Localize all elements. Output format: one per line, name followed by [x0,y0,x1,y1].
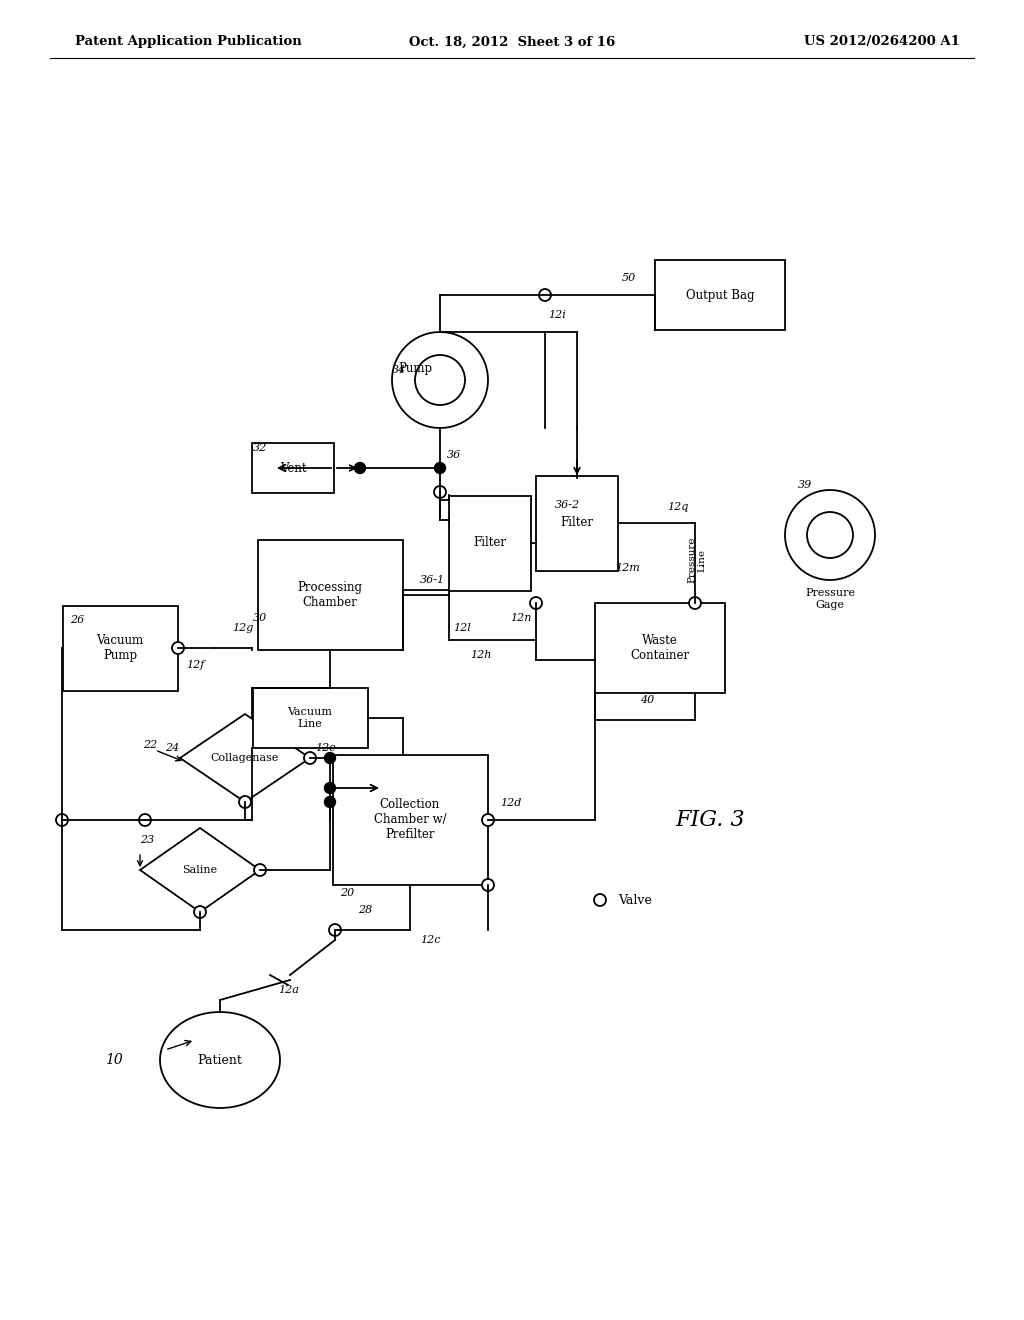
Text: Pressure
Gage: Pressure Gage [805,587,855,610]
Text: 22: 22 [143,741,158,750]
Text: 12q: 12q [667,502,688,512]
Text: 30: 30 [253,612,267,623]
Bar [253,688,368,748]
Text: 32: 32 [253,444,267,453]
Bar [333,755,487,884]
Text: 20: 20 [340,888,354,898]
Polygon shape [140,828,260,912]
Ellipse shape [160,1012,280,1107]
Text: Vent: Vent [280,462,306,474]
Circle shape [139,814,151,826]
Text: FIG. 3: FIG. 3 [675,809,744,832]
Text: Collection
Chamber w/
Prefilter: Collection Chamber w/ Prefilter [374,799,446,842]
Text: Saline: Saline [182,865,217,875]
Bar [449,495,531,590]
Text: Pump: Pump [398,362,432,375]
Bar [536,475,618,570]
Circle shape [325,783,336,793]
Text: 39: 39 [798,480,812,490]
Circle shape [239,796,251,808]
Text: 12i: 12i [548,310,565,319]
Text: 28: 28 [358,906,373,915]
Text: Filter: Filter [473,536,507,549]
Circle shape [56,814,68,826]
Circle shape [594,894,606,906]
Text: 12c: 12c [420,935,440,945]
Circle shape [354,462,366,474]
Text: 12e: 12e [315,743,336,752]
Circle shape [325,796,336,808]
Text: Vacuum
Pump: Vacuum Pump [96,634,143,663]
Text: 12f: 12f [186,660,205,671]
Text: US 2012/0264200 A1: US 2012/0264200 A1 [804,36,961,49]
Circle shape [482,879,494,891]
Text: Patent Application Publication: Patent Application Publication [75,36,302,49]
Circle shape [539,289,551,301]
Text: Patient: Patient [198,1053,243,1067]
Text: 12h: 12h [470,649,492,660]
Circle shape [482,814,494,826]
Circle shape [194,906,206,917]
Circle shape [434,462,445,474]
Circle shape [392,333,488,428]
Text: 23: 23 [140,836,155,845]
Text: 36-2: 36-2 [555,500,581,510]
Bar [257,540,402,649]
Text: 36: 36 [447,450,461,459]
Bar [252,444,334,492]
Text: 34: 34 [392,366,407,375]
Circle shape [689,597,701,609]
Bar [655,260,785,330]
Text: Vacuum
Line: Vacuum Line [288,708,333,729]
Text: 50: 50 [622,273,636,282]
Polygon shape [180,714,310,803]
Text: 24: 24 [165,743,179,752]
Text: 12m: 12m [615,564,640,573]
Text: Pressure
Line: Pressure Line [687,537,707,583]
Circle shape [807,512,853,558]
Circle shape [329,924,341,936]
Bar [595,603,725,693]
Circle shape [415,355,465,405]
Text: Filter: Filter [560,516,594,529]
Text: 40: 40 [640,696,654,705]
Circle shape [434,486,446,498]
Text: 12g: 12g [232,623,253,634]
Text: 26: 26 [70,615,84,624]
Text: 36-1: 36-1 [420,576,445,585]
Text: 12l: 12l [453,623,471,634]
Text: Output Bag: Output Bag [686,289,755,301]
Text: Waste
Container: Waste Container [631,634,689,663]
Text: 12n: 12n [510,612,531,623]
Circle shape [530,597,542,609]
Text: 12a: 12a [278,985,299,995]
Circle shape [172,642,184,653]
Bar [62,606,177,690]
Text: Collagenase: Collagenase [211,752,280,763]
Text: 10: 10 [105,1053,123,1067]
Text: Valve: Valve [618,894,652,907]
Circle shape [254,865,266,876]
Circle shape [304,752,316,764]
Circle shape [785,490,874,579]
Text: Processing
Chamber: Processing Chamber [298,581,362,609]
Text: Oct. 18, 2012  Sheet 3 of 16: Oct. 18, 2012 Sheet 3 of 16 [409,36,615,49]
Text: 12d: 12d [500,799,521,808]
Circle shape [325,752,336,763]
